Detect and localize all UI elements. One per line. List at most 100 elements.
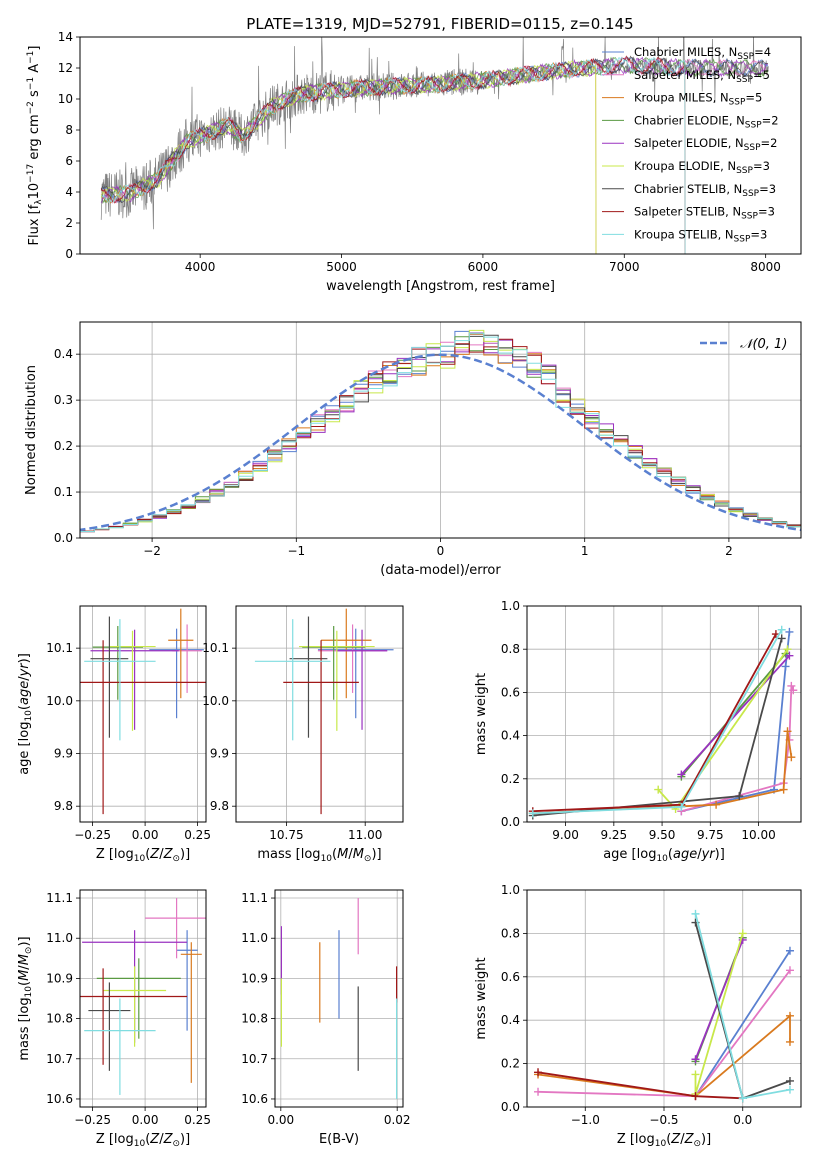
model-spectrum-6 [100, 55, 769, 204]
y-tick-label: 0 [65, 247, 73, 261]
y-tick-label: 0.0 [501, 815, 520, 829]
mass_vs_EBV-frame [274, 889, 404, 1108]
y-tick-label: 0.6 [501, 685, 520, 699]
age_vs_mass-grid [236, 606, 403, 822]
x-tick-label: −2 [143, 544, 161, 558]
x-axis-label: Z [log10(Z/Z⊙)] [96, 847, 190, 864]
legend-label-6: Chabrier STELIB, NSSP=3 [634, 182, 776, 199]
weight-marker-1 [785, 966, 794, 975]
panel-weight_vs_age: 9.00 9.25 9.50 9.75 10.00 0.0 0.2 0.4 0.6 0.8 1.0 m… [474, 599, 802, 864]
x-tick-label: −0.5 [649, 1113, 678, 1127]
x-tick-label: 0.25 [184, 1113, 211, 1127]
x-tick-label: 0.02 [384, 1113, 411, 1127]
y-tick-label: 0.8 [501, 926, 520, 940]
x-tick-label: −0.25 [74, 1113, 111, 1127]
weight-marker-4 [677, 770, 686, 779]
errorbar-8 [84, 619, 156, 741]
legend-label-5: Kroupa ELODIE, NSSP=3 [634, 159, 770, 176]
errorbar-4 [336, 629, 388, 730]
x-tick-label: 0.0 [733, 1113, 752, 1127]
weight-marker-2 [785, 1037, 794, 1046]
spectrum-plot-area [100, 37, 769, 254]
weight-marker-8 [785, 1085, 794, 1094]
residuals-plot-area [80, 329, 801, 534]
x-tick-label: −1 [287, 544, 305, 558]
y-axis-label: mass weight [474, 957, 489, 1039]
y-tick-label: 10.6 [46, 1092, 73, 1106]
age_vs_mass-frame [235, 605, 404, 823]
y-tick-label: 11.0 [46, 931, 73, 945]
age_vs_Z-grid [80, 606, 206, 822]
y-axis-label: age [log10(age/yr)] [17, 653, 34, 775]
errorbar-2 [180, 942, 202, 1083]
x-tick-label: 6000 [468, 260, 499, 274]
x-tick-label: 4000 [185, 260, 216, 274]
weight-marker-8 [738, 1094, 747, 1103]
errorbar-5 [299, 630, 375, 731]
y-tick-label: 0.6 [501, 970, 520, 984]
legend-label-3: Chabrier ELODIE, NSSP=2 [634, 113, 779, 130]
age_vs_Z-frame [79, 605, 207, 823]
weight-marker-6 [777, 634, 786, 643]
y-tick-label: 10.9 [46, 971, 73, 985]
x-axis-label: Z [log10(Z/Z⊙)] [617, 1132, 711, 1149]
age_vs_Z-plot-area [80, 608, 206, 815]
y-tick-label: 10.7 [46, 1052, 73, 1066]
errorbar-1 [145, 898, 206, 959]
x-tick-label: 1 [581, 544, 589, 558]
errorbar-5 [109, 630, 156, 731]
mass_vs_Z-plot-area [80, 898, 206, 1095]
x-tick-label: 9.50 [649, 828, 676, 842]
weight-marker-2 [787, 753, 796, 762]
x-tick-label: 0.00 [132, 1113, 159, 1127]
x-tick-label: 10.75 [269, 828, 303, 842]
weight-marker-5 [654, 785, 663, 794]
weight-marker-5 [738, 929, 747, 938]
y-tick-label: 0.0 [54, 531, 73, 545]
y-tick-label: 12 [58, 61, 73, 75]
weight-marker-1 [534, 1087, 543, 1096]
x-axis-label: E(B-V) [319, 1132, 359, 1147]
errorbar-7 [80, 640, 206, 815]
weight-marker-1 [789, 686, 798, 695]
mass_vs_EBV-plot-area [280, 898, 398, 1099]
x-tick-label: 9.00 [552, 828, 579, 842]
model-spectrum-3 [100, 56, 769, 204]
y-tick-label: 8 [65, 123, 73, 137]
errorbar-3 [96, 958, 181, 1039]
y-tick-label: 0.0 [501, 1100, 520, 1114]
errorbar-4 [90, 629, 179, 730]
weight-marker-4 [691, 1055, 700, 1064]
y-tick-label: 10.9 [241, 971, 268, 985]
y-tick-label: 14 [58, 30, 73, 44]
y-tick-label: 10.0 [202, 694, 229, 708]
x-axis-label: wavelength [Angstrom, rest frame] [326, 279, 555, 294]
errorbar-7 [80, 968, 188, 1065]
weight-marker-4 [785, 651, 794, 660]
weight_vs_age-plot-area [528, 625, 798, 820]
x-tick-label: 0.00 [267, 1113, 294, 1127]
y-tick-label: 10.1 [202, 641, 229, 655]
y-tick-label: 10.6 [241, 1092, 268, 1106]
x-axis-label: age [log10(age/yr)] [603, 847, 725, 864]
legend-label-8: Kroupa STELIB, NSSP=3 [634, 227, 767, 244]
errorbar-2 [168, 608, 194, 699]
weight-marker-0 [785, 627, 794, 636]
x-tick-label: 9.75 [697, 828, 724, 842]
weight-marker-1 [787, 681, 796, 690]
legend-normal-label: 𝒩(0, 1) [740, 337, 787, 352]
errorbar-6 [289, 616, 328, 738]
y-axis-label: mass weight [474, 673, 489, 755]
y-tick-label: 4 [65, 185, 73, 199]
weight-marker-2 [712, 800, 721, 809]
y-tick-label: 0.8 [501, 642, 520, 656]
y-tick-label: 6 [65, 154, 73, 168]
model-spectrum-7 [100, 55, 686, 254]
errorbar-0 [317, 628, 394, 719]
normal-curve [80, 353, 801, 532]
weight-marker-5 [691, 1070, 700, 1079]
x-axis-label: Z [log10(Z/Z⊙)] [96, 1132, 190, 1149]
errorbar-6 [88, 982, 131, 1071]
legend-label-0: Chabrier MILES, NSSP=4 [634, 45, 771, 62]
